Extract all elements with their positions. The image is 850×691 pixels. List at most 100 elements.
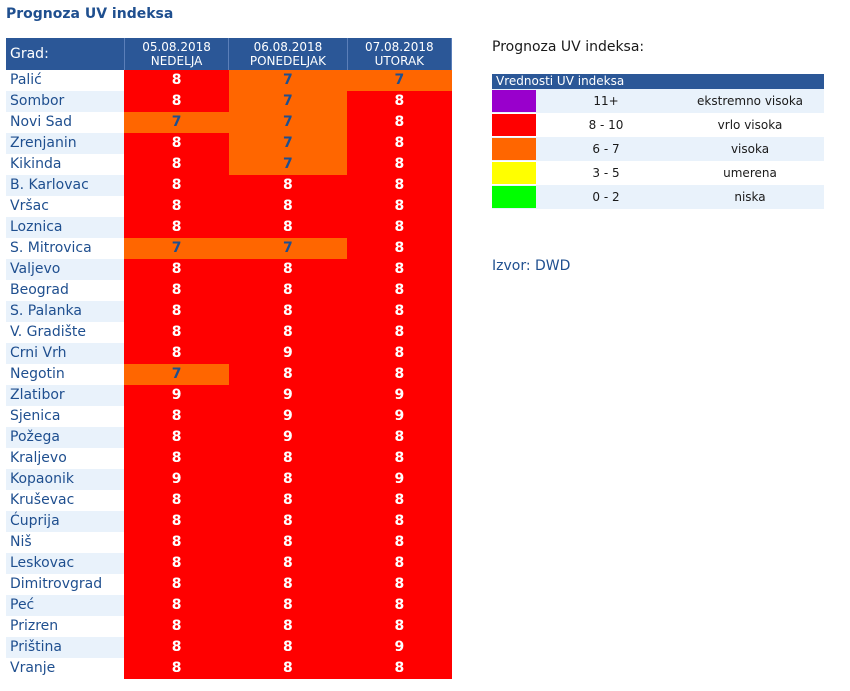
table-row: Leskovac 8 8 8 xyxy=(6,553,452,574)
uv-value-cell: 8 xyxy=(124,658,229,679)
uv-value-cell: 8 xyxy=(124,511,229,532)
uv-value-cell: 8 xyxy=(228,574,348,595)
legend-range: 3 - 5 xyxy=(592,166,620,180)
uv-value-cell: 8 xyxy=(124,490,229,511)
legend-item: 11+ ekstremno visoka xyxy=(492,89,824,113)
city-name: Sombor xyxy=(6,91,125,112)
uv-value-cell: 8 xyxy=(124,637,229,658)
uv-value-cell: 8 xyxy=(124,70,229,91)
legend-item: 8 - 10 vrlo visoka xyxy=(492,113,824,137)
city-name: S. Palanka xyxy=(6,301,125,322)
uv-value-cell: 8 xyxy=(124,280,229,301)
uv-value-cell: 8 xyxy=(347,133,452,154)
day-name: UTORAK xyxy=(374,54,425,68)
table-header-row: Grad: 05.08.2018 NEDELJA 06.08.2018 PONEDE… xyxy=(6,38,453,70)
uv-value-cell: 9 xyxy=(347,637,452,658)
table-row: Valjevo 8 8 8 xyxy=(6,259,452,280)
day-column-header: 05.08.2018 NEDELJA xyxy=(124,38,230,70)
table-row: S. Palanka 8 8 8 xyxy=(6,301,452,322)
uv-value-cell: 8 xyxy=(347,238,452,259)
city-name: S. Mitrovica xyxy=(10,240,92,256)
uv-value-cell: 8 xyxy=(228,217,348,238)
uv-value-cell: 7 xyxy=(124,364,229,385)
legend-item: 3 - 5 umerena xyxy=(492,161,824,185)
legend-color-swatch xyxy=(492,138,536,160)
uv-value-cell: 8 xyxy=(347,364,452,385)
uv-value-cell: 9 xyxy=(124,469,229,490)
uv-value-cell: 8 xyxy=(228,469,348,490)
uv-value-cell: 7 xyxy=(228,91,348,112)
city-name: Dimitrovgrad xyxy=(10,576,103,592)
table-row: Beograd 8 8 8 xyxy=(6,280,452,301)
uv-value-cell: 8 xyxy=(124,196,229,217)
page-title: Prognoza UV indeksa xyxy=(6,6,174,22)
uv-value-cell: 8 xyxy=(347,112,452,133)
legend-description: vrlo visoka xyxy=(717,118,783,132)
uv-value-cell: 9 xyxy=(124,385,229,406)
day-date: 05.08.2018 xyxy=(142,40,211,54)
table-row: Peć 8 8 8 xyxy=(6,595,452,616)
city-name: Niš xyxy=(10,534,32,550)
table-row: Sombor 8 7 8 xyxy=(6,91,452,112)
uv-value-cell: 8 xyxy=(124,175,229,196)
uv-value-cell: 7 xyxy=(124,112,229,133)
uv-value-cell: 8 xyxy=(228,532,348,553)
uv-value-cell: 8 xyxy=(228,175,348,196)
uv-value-cell: 8 xyxy=(228,658,348,679)
uv-value-cell: 7 xyxy=(228,238,348,259)
city-name: Vranje xyxy=(10,660,56,676)
uv-value-cell: 8 xyxy=(228,490,348,511)
uv-value-cell: 7 xyxy=(347,70,452,91)
legend-item: 0 - 2 niska xyxy=(492,185,824,209)
city-column-header: Grad: xyxy=(6,38,125,70)
uv-value-cell: 8 xyxy=(347,91,452,112)
uv-value-cell: 8 xyxy=(347,322,452,343)
city-name: Prizren xyxy=(10,618,59,634)
uv-value-cell: 9 xyxy=(228,427,348,448)
uv-value-cell: 8 xyxy=(228,616,348,637)
day-date: 06.08.2018 xyxy=(253,40,323,54)
city-name: Zrenjanin xyxy=(6,133,125,154)
uv-value-cell: 8 xyxy=(124,217,229,238)
uv-value-cell: 8 xyxy=(124,154,229,175)
uv-value-cell: 7 xyxy=(228,112,348,133)
uv-value-cell: 8 xyxy=(347,427,452,448)
legend-range: 11+ xyxy=(593,94,619,108)
city-name: Vršac xyxy=(10,198,49,214)
city-name: Crni Vrh xyxy=(6,343,125,364)
uv-value-cell: 8 xyxy=(124,532,229,553)
day-column-header: 07.08.2018 UTORAK xyxy=(347,38,453,70)
uv-value-cell: 8 xyxy=(347,448,452,469)
uv-value-cell: 8 xyxy=(228,511,348,532)
uv-value-cell: 8 xyxy=(347,259,452,280)
uv-value-cell: 8 xyxy=(228,364,348,385)
uv-value-cell: 8 xyxy=(228,280,348,301)
legend-title: Prognoza UV indeksa: xyxy=(492,39,645,55)
uv-value-cell: 8 xyxy=(124,553,229,574)
uv-legend: Vrednosti UV indeksa 11+ ekstremno visoka… xyxy=(492,74,824,209)
uv-value-cell: 8 xyxy=(347,553,452,574)
uv-value-cell: 8 xyxy=(228,259,348,280)
legend-color-swatch xyxy=(492,114,536,136)
legend-range: 0 - 2 xyxy=(592,190,620,204)
legend-item: 6 - 7 visoka xyxy=(492,137,824,161)
city-name: Palić xyxy=(10,72,42,88)
table-row: Požega 8 9 8 xyxy=(6,427,452,448)
city-name: Sjenica xyxy=(10,408,61,424)
uv-value-cell: 8 xyxy=(347,511,452,532)
uv-value-cell: 8 xyxy=(124,133,229,154)
uv-value-cell: 8 xyxy=(347,490,452,511)
city-name: Priština xyxy=(6,637,125,658)
uv-value-cell: 8 xyxy=(228,637,348,658)
table-row: Kopaonik 9 8 9 xyxy=(6,469,452,490)
table-row: Loznica 8 8 8 xyxy=(6,217,452,238)
table-row: Vranje 8 8 8 xyxy=(6,658,452,679)
uv-value-cell: 8 xyxy=(347,574,452,595)
table-row: Prizren 8 8 8 xyxy=(6,616,452,637)
uv-value-cell: 8 xyxy=(124,616,229,637)
city-name: Novi Sad xyxy=(10,114,73,130)
uv-value-cell: 9 xyxy=(228,406,348,427)
legend-description: ekstremno visoka xyxy=(697,94,803,108)
day-date: 07.08.2018 xyxy=(364,40,434,54)
legend-description: niska xyxy=(734,190,766,204)
